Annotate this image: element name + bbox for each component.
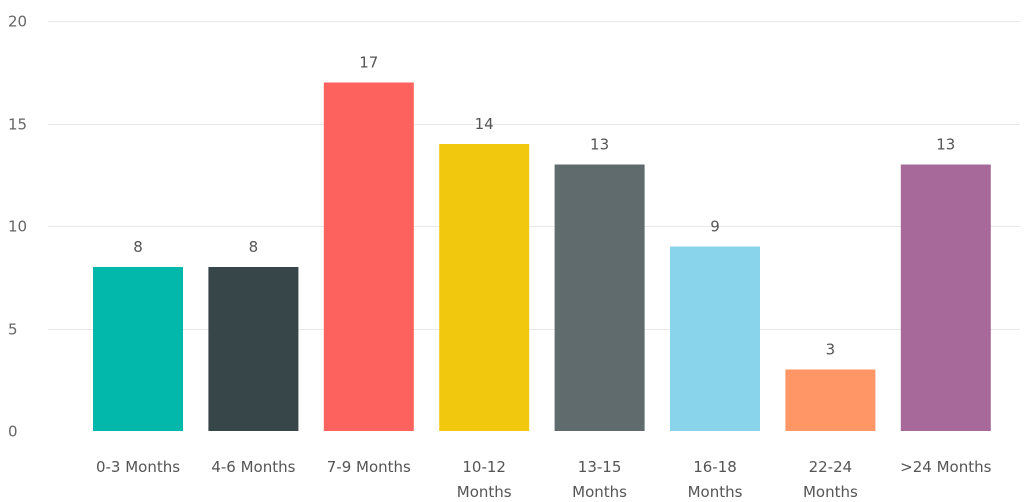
y-tick-label: 10 (8, 218, 27, 236)
bar (93, 267, 183, 431)
x-category-label: 22-24 (809, 458, 853, 476)
y-tick-label: 15 (8, 116, 27, 134)
y-tick-label: 0 (8, 423, 18, 441)
bar (323, 82, 414, 431)
y-tick-label: 20 (8, 13, 27, 31)
x-category-label: Months (457, 483, 512, 501)
x-category-label: >24 Months (900, 458, 991, 476)
x-category-label: 16-18 (693, 458, 737, 476)
data-label: 8 (249, 238, 259, 256)
x-category-label: 4-6 Months (211, 458, 295, 476)
data-label: 14 (475, 115, 494, 133)
bars (93, 82, 991, 431)
x-category-label: 13-15 (578, 458, 622, 476)
bar (439, 144, 530, 431)
x-category-label: Months (688, 483, 743, 501)
x-axis-category-labels: 0-3 Months 4-6 Months 7-9 Months 10-12 Month… (96, 458, 992, 501)
x-category-label: Months (572, 483, 627, 501)
data-label: 13 (936, 136, 955, 154)
bar (670, 246, 760, 431)
bar (208, 267, 299, 431)
data-label: 13 (590, 136, 609, 154)
x-category-label: 0-3 Months (96, 458, 180, 476)
y-axis-tick-labels: 0 5 10 15 20 (8, 13, 27, 441)
bar (554, 164, 645, 431)
x-category-label: 7-9 Months (327, 458, 411, 476)
x-category-label: Months (803, 483, 858, 501)
y-tick-label: 5 (8, 321, 18, 339)
gridlines (48, 21, 1020, 330)
data-label: 8 (133, 238, 143, 256)
bar (900, 164, 991, 431)
x-category-label: 10-12 (462, 458, 506, 476)
data-labels: 8 8 17 14 13 9 3 13 (133, 54, 955, 359)
data-label: 9 (710, 218, 720, 236)
bar (785, 369, 876, 431)
data-label: 17 (359, 54, 378, 72)
data-label: 3 (826, 341, 836, 359)
